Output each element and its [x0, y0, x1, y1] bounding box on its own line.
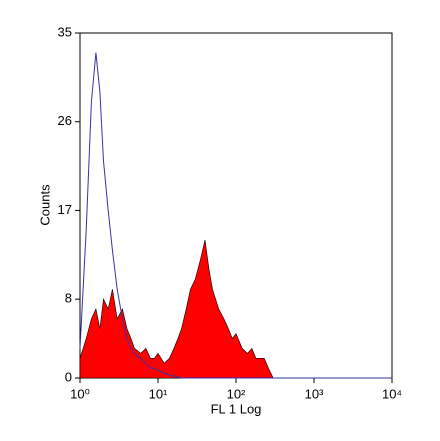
area — [79, 239, 392, 379]
x-axis-label: FL 1 Log — [211, 401, 262, 416]
y-tick-label: 8 — [65, 291, 72, 306]
x-tick-label: 10² — [227, 386, 246, 401]
x-tick-label: 10³ — [305, 386, 324, 401]
y-tick-label: 35 — [58, 24, 72, 39]
y-tick-label: 17 — [58, 202, 72, 217]
x-tick-label: 10¹ — [149, 386, 168, 401]
y-axis-label: Counts — [37, 184, 52, 226]
y-tick-label: 26 — [58, 113, 72, 128]
x-tick-label: 10⁴ — [382, 386, 402, 401]
x-tick-label: 10⁰ — [70, 386, 90, 401]
line — [79, 52, 392, 379]
y-tick-label: 0 — [65, 369, 72, 384]
plot-frame — [79, 32, 393, 379]
